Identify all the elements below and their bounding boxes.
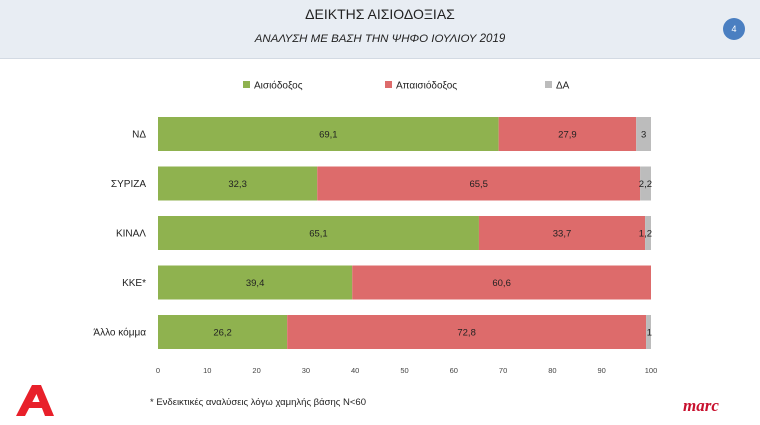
x-tick-label: 80	[548, 366, 556, 375]
bar-segment	[352, 265, 651, 300]
data-label: 1	[647, 328, 652, 339]
category-label: ΚΚΕ*	[122, 278, 146, 289]
data-label: 65,1	[309, 229, 328, 240]
page-number-badge: 4	[723, 18, 745, 40]
bar-segment	[317, 166, 641, 201]
stacked-bar-chart: Αισιόδοξος Απαισιόδοξος ΔΑ ΝΔ 69,1 27,9 3 ΣΥΡΙ…	[93, 80, 657, 376]
legend-swatch-3	[545, 81, 552, 88]
data-label: 26,2	[213, 328, 232, 339]
x-axis: 0 10 20 30 40 50 60 70 80 90 100	[156, 366, 657, 375]
category-label: ΚΙΝΑΛ	[116, 229, 146, 240]
page-subtitle: ΑΝΑΛΥΣΗ ΜΕ ΒΑΣΗ ΤΗΝ ΨΗΦΟ ΙΟΥΛΙΟΥ 2019	[254, 33, 506, 45]
legend-label-2: Απαισιόδοξος	[396, 80, 457, 92]
x-tick-label: 10	[203, 366, 211, 375]
data-label: 32,3	[228, 179, 247, 190]
bar-segment	[645, 216, 651, 250]
category-label: ΣΥΡΙΖΑ	[111, 179, 146, 190]
x-tick-label: 0	[156, 366, 160, 375]
header-bar: ΔΕΙΚΤΗΣ ΑΙΣΙΟΔΟΞΙΑΣ ΑΝΑΛΥΣΗ ΜΕ ΒΑΣΗ ΤΗΝ …	[0, 0, 760, 59]
data-label: 69,1	[319, 130, 338, 141]
category-label: Άλλο κόμμα	[93, 327, 146, 339]
bar-segment	[158, 315, 288, 349]
bar-segment	[158, 265, 353, 300]
x-tick-label: 100	[645, 366, 658, 375]
footnote: * Ενδεικτικές αναλύσεις λόγω χαμηλής βάσ…	[150, 397, 366, 408]
chart-bars: ΝΔ 69,1 27,9 3 ΣΥΡΙΖΑ 32,3 65,5 2,2 ΚΙΝΑΛ 65,1 33,…	[93, 117, 652, 349]
x-tick-label: 30	[302, 366, 310, 375]
x-tick-label: 40	[351, 366, 359, 375]
data-label: 2,2	[639, 179, 652, 190]
x-tick-label: 50	[400, 366, 408, 375]
legend-swatch-1	[243, 81, 250, 88]
data-label: 60,6	[492, 278, 511, 289]
legend-label-3: ΔΑ	[556, 81, 570, 92]
data-label: 65,5	[469, 179, 488, 190]
bar-segment	[646, 315, 651, 349]
x-tick-label: 20	[252, 366, 260, 375]
bar-segment	[158, 216, 479, 250]
chart-legend: Αισιόδοξος Απαισιόδοξος ΔΑ	[243, 80, 570, 92]
data-label: 3	[641, 130, 646, 141]
bar-segment	[640, 166, 651, 201]
brand-logo: marc	[683, 396, 719, 415]
legend-swatch-2	[385, 81, 392, 88]
legend-label-1: Αισιόδοξος	[254, 80, 303, 92]
bar-segment	[636, 117, 651, 151]
data-label: 33,7	[553, 229, 572, 240]
data-label: 1,2	[639, 229, 652, 240]
category-label: ΝΔ	[132, 130, 146, 141]
bar-segment	[158, 117, 499, 151]
bar-segment	[287, 315, 647, 349]
page-title: ΔΕΙΚΤΗΣ ΑΙΣΙΟΔΟΞΙΑΣ	[305, 6, 455, 22]
x-tick-label: 90	[598, 366, 606, 375]
data-label: 72,8	[457, 328, 476, 339]
data-label: 27,9	[558, 130, 577, 141]
bar-segment	[478, 216, 646, 250]
x-tick-label: 70	[499, 366, 507, 375]
bar-segment	[498, 117, 637, 151]
bar-segment	[158, 166, 318, 201]
alpha-tv-logo-icon	[12, 382, 58, 423]
x-tick-label: 60	[450, 366, 458, 375]
data-label: 39,4	[246, 278, 265, 289]
